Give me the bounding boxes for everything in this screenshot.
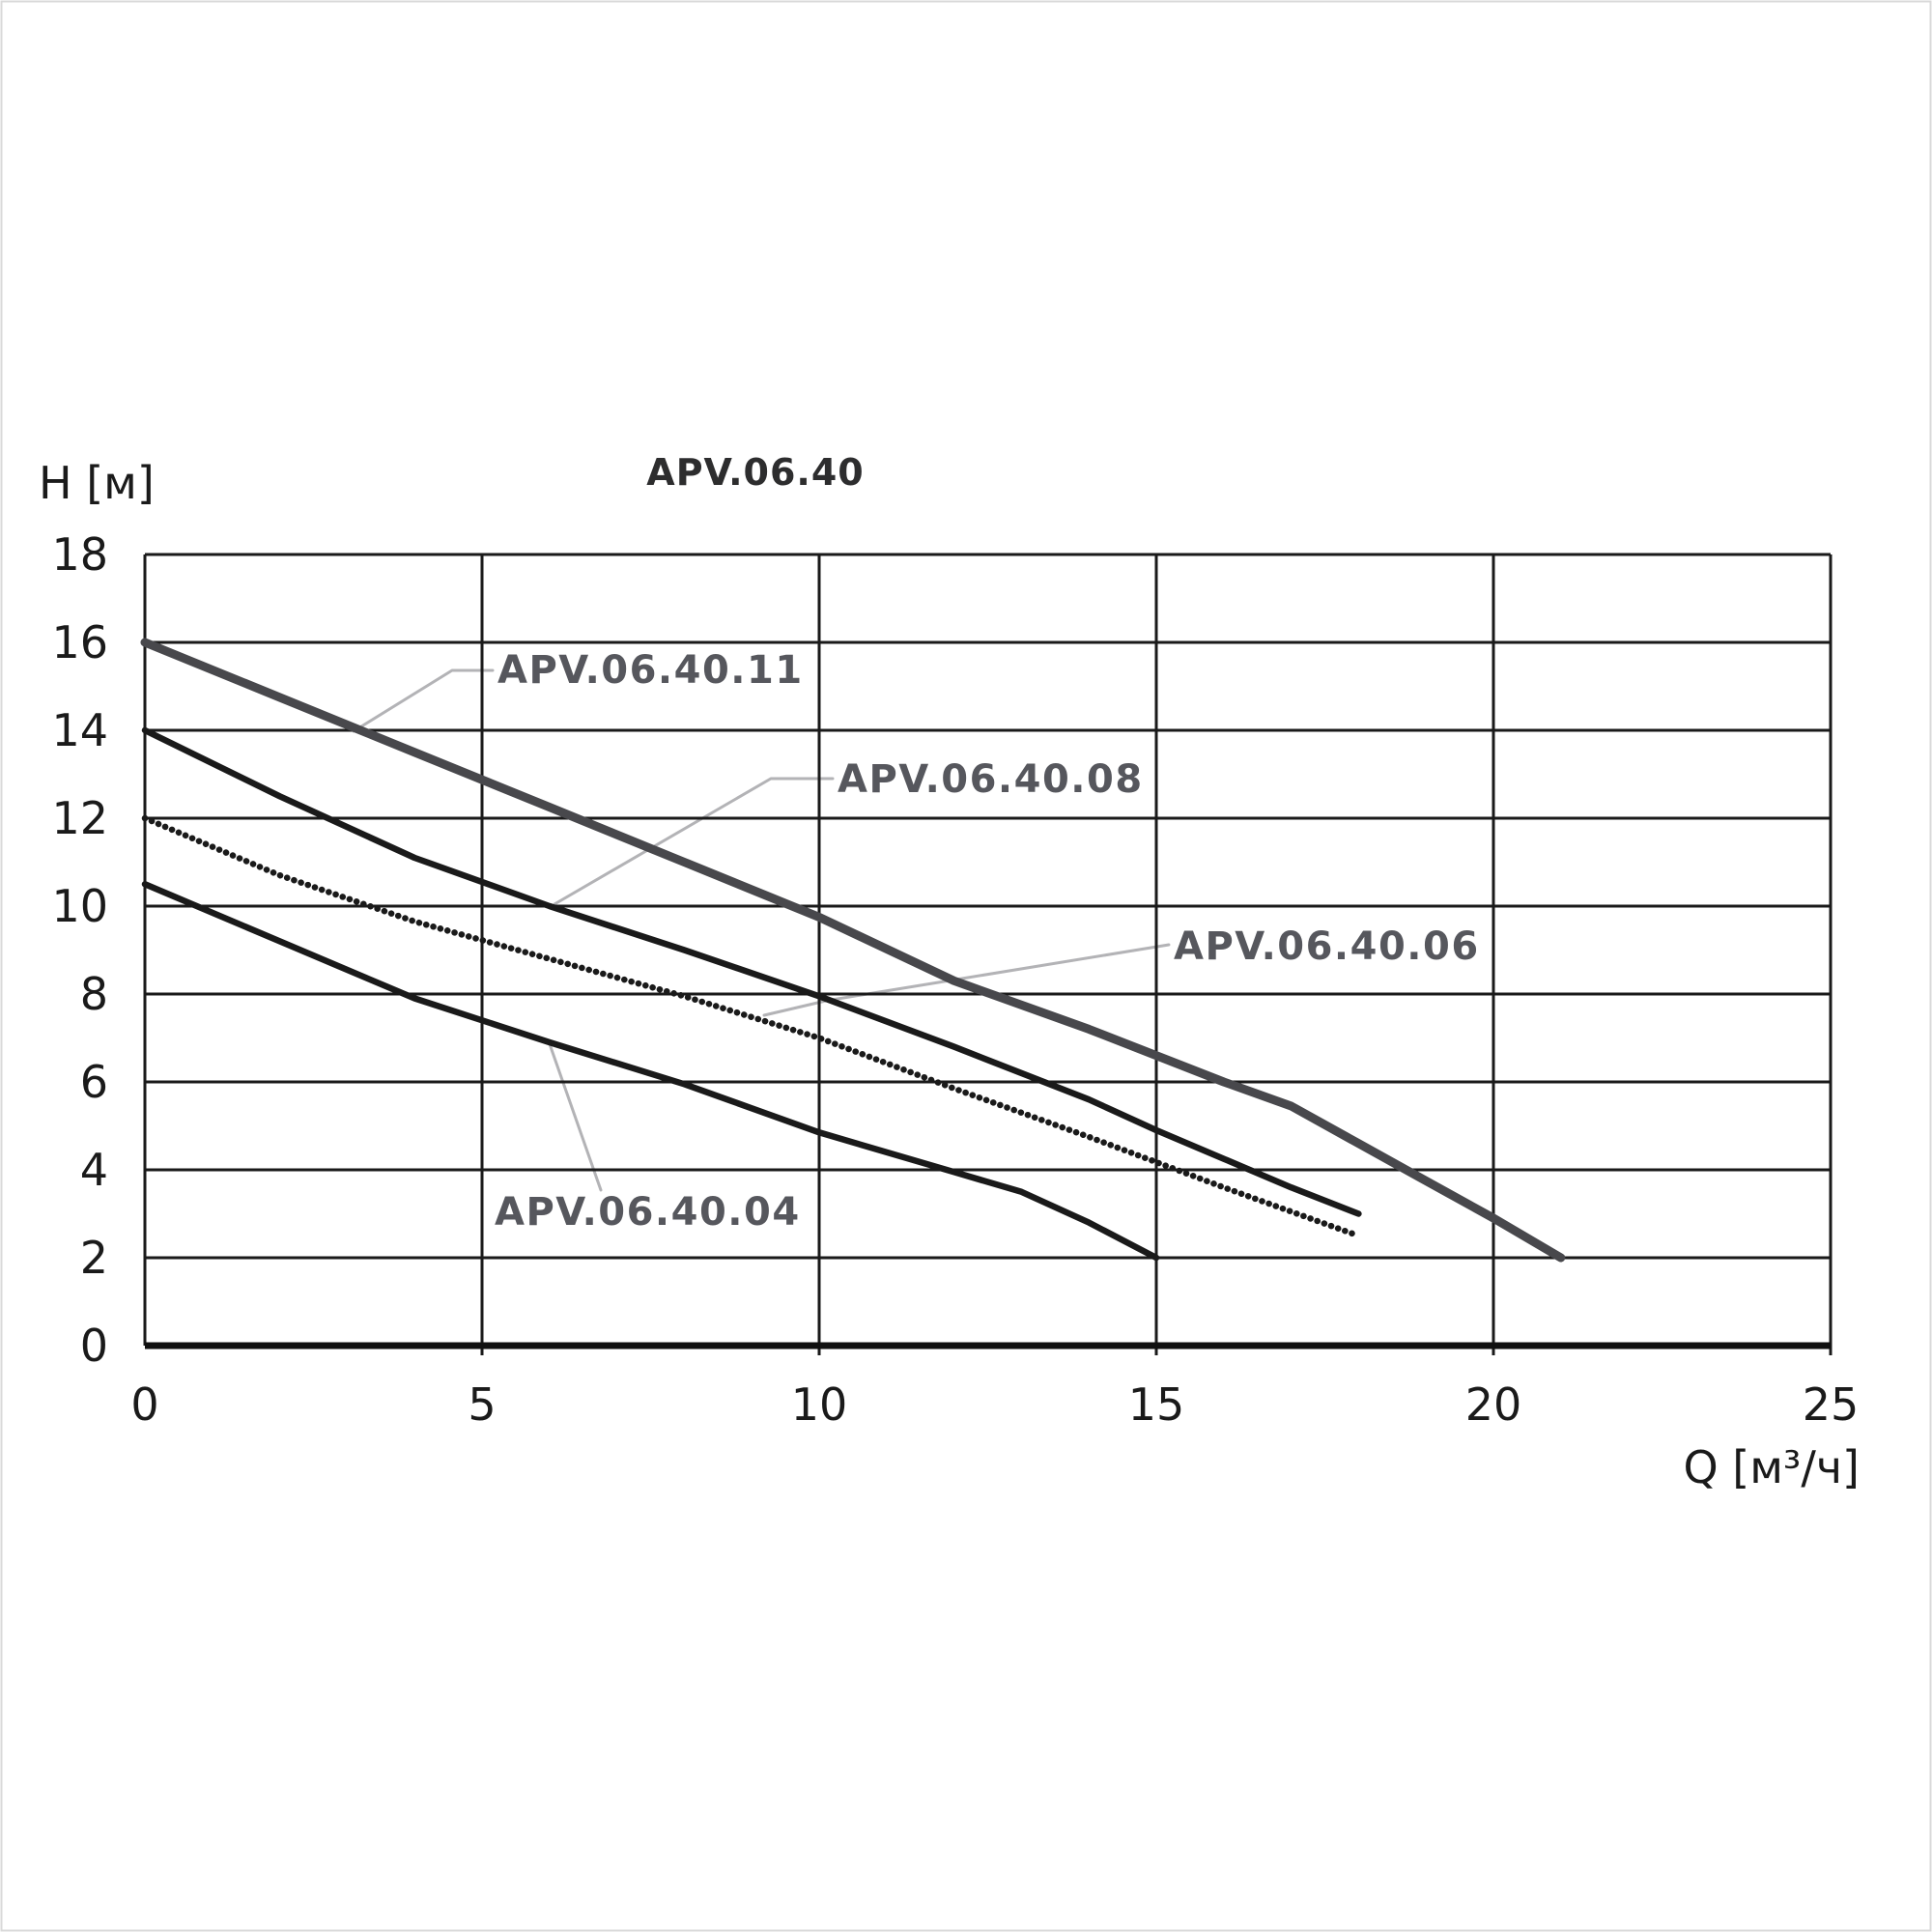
curves: [140, 638, 1566, 1263]
y-tick-label-14: 14: [51, 704, 108, 756]
curve-label-apv-06-40-08: APV.06.40.08: [838, 757, 1144, 802]
y-tick-label-2: 2: [80, 1232, 108, 1284]
y-tick-label-0: 0: [80, 1320, 108, 1372]
y-tick-label-6: 6: [80, 1056, 108, 1108]
curve-label-apv-06-40-06: APV.06.40.06: [1174, 924, 1480, 969]
curve-apv-06-40-06: [141, 814, 1362, 1239]
curve-label-apv-06-40-04: APV.06.40.04: [495, 1190, 801, 1235]
leader-line-apv-06-40-04: [547, 1039, 603, 1192]
x-tick-label-25: 25: [1803, 1378, 1860, 1431]
x-tick-label-0: 0: [130, 1378, 158, 1431]
curve-label-apv-06-40-11: APV.06.40.11: [497, 648, 804, 693]
x-tick-label-10: 10: [791, 1378, 848, 1431]
y-tick-label-8: 8: [80, 968, 108, 1020]
y-tick-label-4: 4: [80, 1144, 108, 1196]
y-tick-label-16: 16: [51, 616, 108, 668]
y-tick-label-18: 18: [51, 528, 108, 581]
x-axis-label: Q [м³/ч]: [1683, 1441, 1860, 1493]
x-tick-label-5: 5: [468, 1378, 496, 1431]
x-tick-label-15: 15: [1128, 1378, 1185, 1431]
curve-apv-06-40-11: [140, 638, 1566, 1263]
curve-apv-06-40-04: [141, 881, 1160, 1262]
y-tick-label-10: 10: [51, 880, 108, 932]
leader-line-apv-06-40-08: [553, 777, 835, 906]
y-tick-label-12: 12: [51, 792, 108, 844]
curve-apv-06-40-08: [141, 726, 1362, 1217]
leader-line-apv-06-40-11: [352, 668, 495, 733]
y-axis-label: H [м]: [39, 457, 155, 509]
tick-labels: 0 5 10 15 20 25 0 2 4 6 8 10 12 14 16 18: [51, 528, 1859, 1431]
chart-title: APV.06.40: [646, 451, 864, 494]
x-tick-label-20: 20: [1465, 1378, 1522, 1431]
